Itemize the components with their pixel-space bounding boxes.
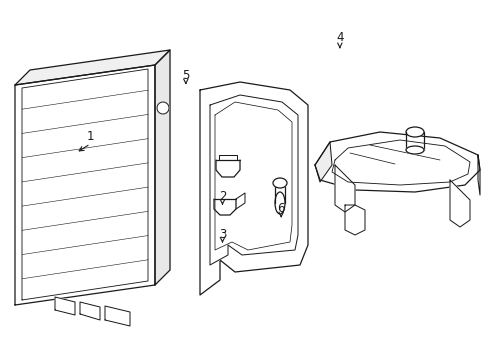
Ellipse shape — [405, 127, 423, 137]
Polygon shape — [449, 180, 469, 227]
Polygon shape — [80, 302, 100, 320]
Text: 5: 5 — [182, 69, 189, 82]
Polygon shape — [55, 297, 75, 315]
Text: 6: 6 — [277, 202, 285, 215]
Text: 1: 1 — [86, 130, 94, 143]
Polygon shape — [15, 65, 155, 305]
Polygon shape — [155, 50, 170, 285]
Ellipse shape — [274, 192, 285, 214]
Polygon shape — [314, 132, 479, 192]
Circle shape — [157, 102, 169, 114]
Text: 3: 3 — [218, 228, 226, 240]
Polygon shape — [477, 155, 479, 195]
Text: 2: 2 — [218, 190, 226, 203]
Polygon shape — [314, 142, 331, 182]
Polygon shape — [15, 50, 170, 85]
Polygon shape — [334, 165, 354, 212]
Polygon shape — [214, 199, 236, 215]
Polygon shape — [216, 160, 240, 177]
Polygon shape — [105, 306, 130, 326]
Polygon shape — [209, 95, 297, 265]
Ellipse shape — [405, 146, 423, 154]
Text: 4: 4 — [335, 31, 343, 44]
Ellipse shape — [272, 178, 286, 188]
Polygon shape — [200, 82, 307, 295]
